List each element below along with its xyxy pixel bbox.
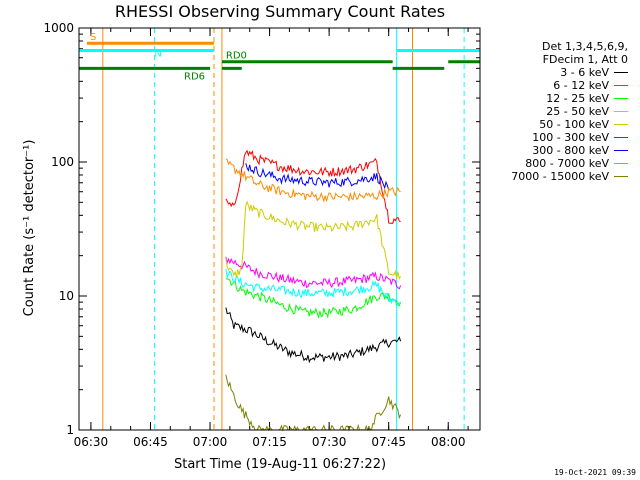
legend-swatch: [614, 111, 628, 112]
status-bar-label: N: [154, 48, 161, 59]
legend-item: 7000 - 15000 keV: [511, 170, 628, 183]
legend-label: 7000 - 15000 keV: [511, 170, 609, 183]
legend-label: 25 - 50 keV: [546, 105, 609, 118]
legend-label: 12 - 25 keV: [546, 92, 609, 105]
legend-label: 6 - 12 keV: [553, 79, 609, 92]
legend-item: 300 - 800 keV: [511, 144, 628, 157]
footer-timestamp: 19-Oct-2021 09:39: [554, 468, 636, 477]
legend-header-line-2: FDecim 1, Att 0: [542, 53, 628, 66]
x-tick-label: 08:00: [431, 435, 466, 449]
legend-item: 3 - 6 keV: [511, 66, 628, 79]
legend-label: 800 - 7000 keV: [525, 157, 609, 170]
x-tick-label: 07:45: [371, 435, 406, 449]
x-tick-label: 07:15: [252, 435, 287, 449]
legend-label: 50 - 100 keV: [539, 118, 609, 131]
series-line-3: [225, 278, 402, 319]
legend-item: 800 - 7000 keV: [511, 157, 628, 170]
x-tick-label: 07:30: [312, 435, 347, 449]
legend-header-line-1: Det 1,3,4,5,6,9,: [541, 40, 628, 53]
y-tick-label: 100: [51, 155, 74, 169]
y-tick-label: 1000: [43, 21, 74, 35]
legend-label: 3 - 6 keV: [560, 66, 609, 79]
plot-frame: [78, 27, 481, 431]
series-line-6: [225, 149, 401, 224]
x-axis-label: Start Time (19-Aug-11 06:27:22): [174, 457, 386, 472]
legend-swatch: [614, 176, 628, 177]
series-line-2: [225, 256, 402, 290]
legend-item: 50 - 100 keV: [511, 118, 628, 131]
legend-item: 6 - 12 keV: [511, 79, 628, 92]
legend-item: 25 - 50 keV: [511, 105, 628, 118]
status-bar-label: RD6: [184, 71, 205, 82]
legend-swatch: [614, 98, 628, 99]
series-line-4: [225, 268, 401, 307]
y-axis-label: Count Rate (s⁻¹ detector⁻¹): [22, 140, 37, 317]
x-tick-label: 06:30: [74, 435, 109, 449]
status-bar-label: RD0: [226, 51, 247, 62]
legend: Det 1,3,4,5,6,9, FDecim 1, Att 0 3 - 6 k…: [511, 40, 628, 183]
series-line-9: [225, 374, 402, 432]
chart-title: RHESSI Observing Summary Count Rates: [115, 2, 445, 21]
legend-label: 100 - 300 keV: [532, 131, 609, 144]
legend-swatch: [614, 85, 628, 86]
legend-swatch: [614, 150, 628, 151]
series-line-8: [225, 158, 401, 203]
y-tick-label: 1: [66, 423, 74, 437]
status-bar-label: S: [90, 32, 96, 43]
series-line-1: [225, 307, 402, 364]
legend-item: 12 - 25 keV: [511, 92, 628, 105]
legend-label: 300 - 800 keV: [532, 144, 609, 157]
x-tick-label: 06:45: [133, 435, 168, 449]
series-line-5: [225, 200, 402, 280]
legend-swatch: [614, 72, 628, 73]
y-tick-label: 10: [59, 289, 74, 303]
legend-swatch: [614, 163, 628, 164]
legend-swatch: [614, 137, 628, 138]
legend-item: 100 - 300 keV: [511, 131, 628, 144]
legend-swatch: [614, 124, 628, 125]
x-tick-label: 07:00: [193, 435, 228, 449]
series-line-7: [245, 163, 390, 190]
plot-area: 1 10 100 1000 06:30 06:45 07:00 07:15 07:30 07:45…: [43, 21, 480, 449]
